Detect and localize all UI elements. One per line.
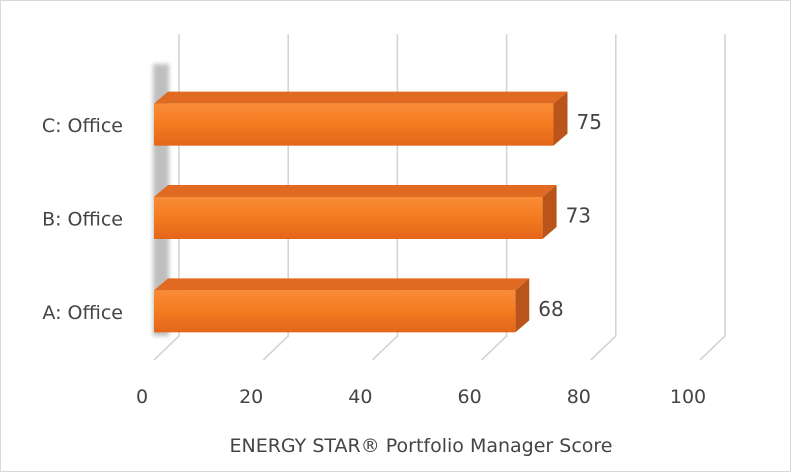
x-axis-title: ENERGY STAR® Portfolio Manager Score	[229, 435, 612, 457]
data-label: 73	[566, 204, 591, 228]
bar-front-face	[154, 103, 554, 146]
bar-side-face	[553, 91, 568, 146]
labels: 0 20 40 60 80 100 68 A: Office 73 B: Office 75 C: O…	[42, 110, 706, 457]
gridline-80	[590, 34, 617, 361]
data-label: 75	[577, 110, 602, 134]
x-tick-label: 80	[567, 386, 591, 408]
x-tick-label: 20	[239, 386, 263, 408]
bar-side-face	[515, 278, 530, 333]
gridline-100	[699, 34, 726, 361]
x-tick-label: 40	[348, 386, 372, 408]
bar-top-face	[154, 91, 568, 104]
bar-top-face	[154, 185, 557, 197]
bar-front-face	[154, 290, 516, 333]
category-label: A: Office	[42, 302, 123, 324]
x-tick-label: 100	[670, 386, 706, 408]
bar-3	[154, 91, 568, 146]
x-tick-label: 0	[136, 386, 148, 408]
bar-side-face	[542, 185, 557, 239]
bar-front-face	[154, 197, 543, 239]
bars	[154, 91, 568, 333]
category-label: C: Office	[42, 115, 123, 137]
data-label: 68	[538, 297, 563, 321]
category-label: B: Office	[42, 209, 123, 231]
bar-1	[154, 278, 530, 333]
bar-2	[154, 185, 557, 239]
bar-top-face	[154, 278, 530, 291]
x-tick-label: 60	[458, 386, 482, 408]
